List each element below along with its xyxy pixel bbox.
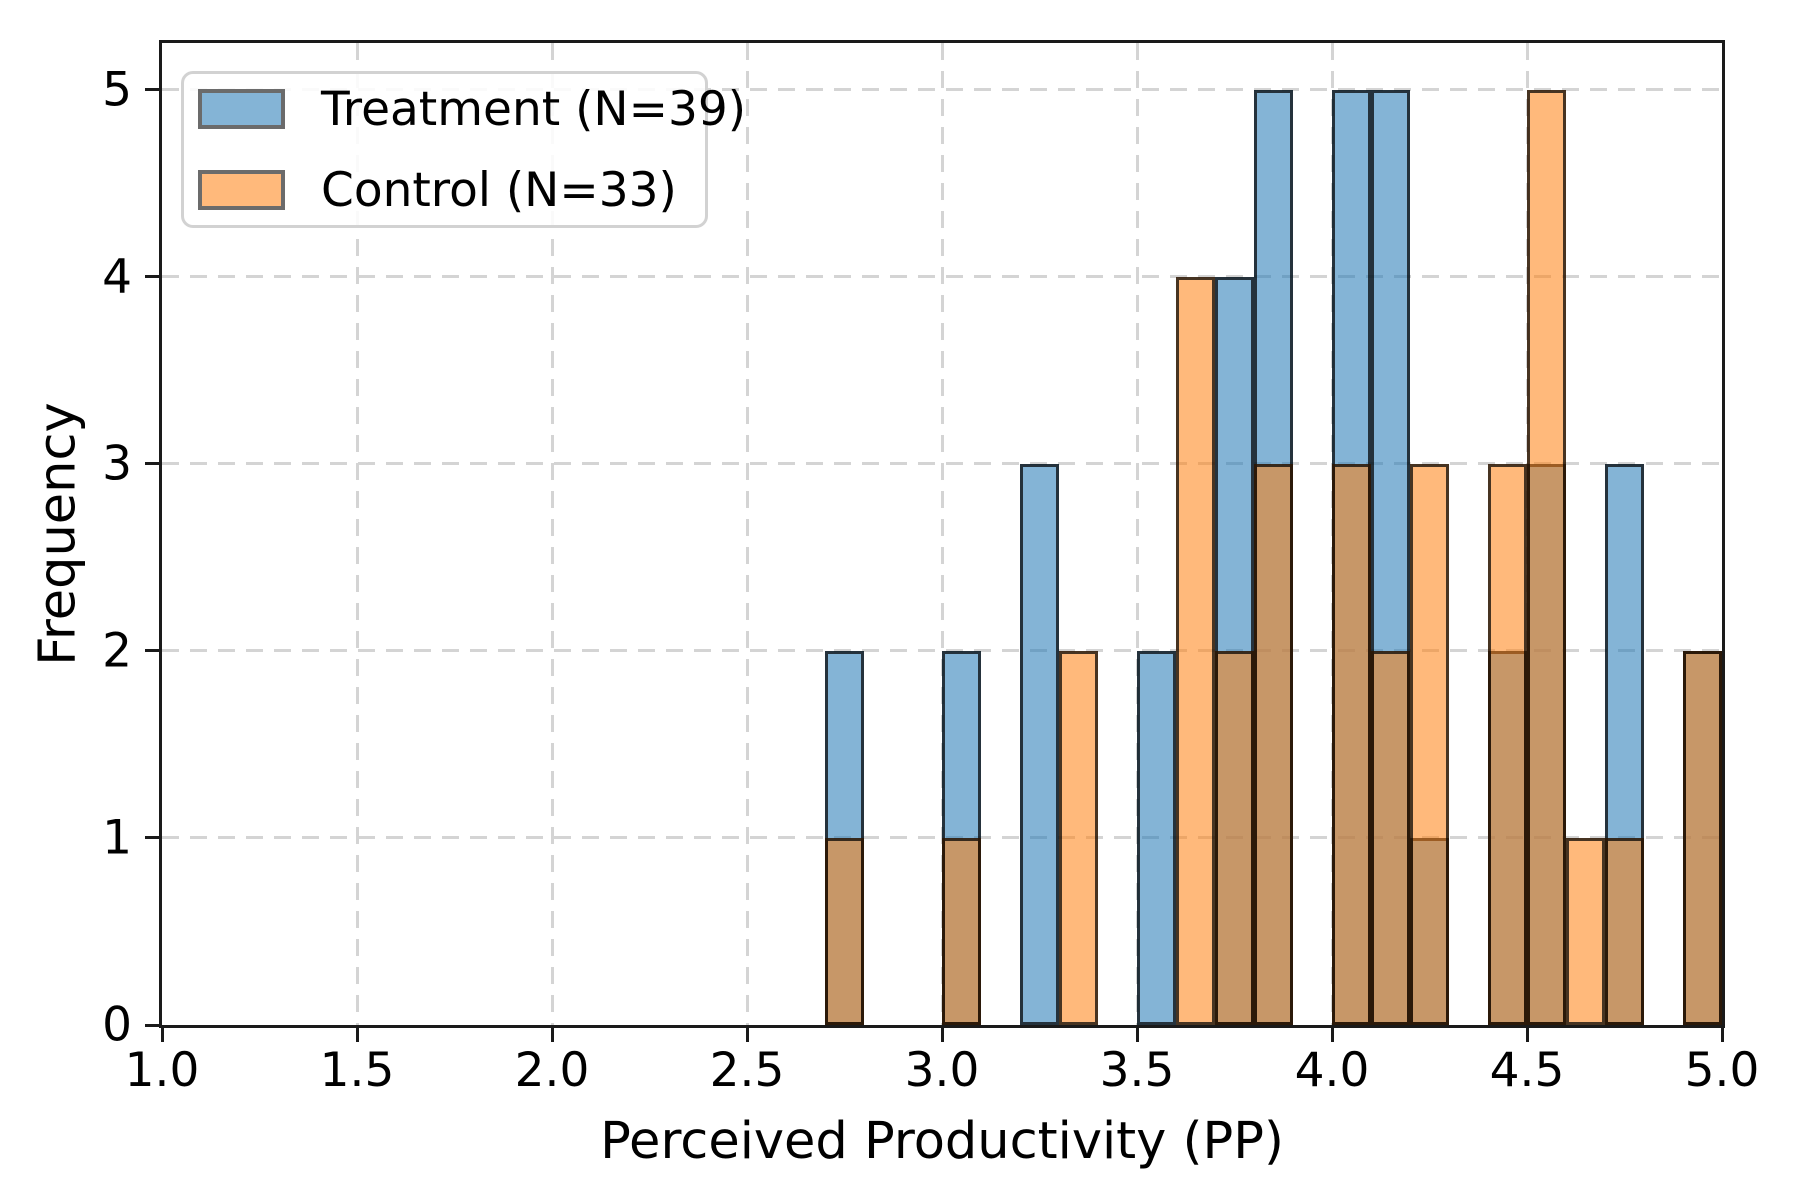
y-tick-label: 3 [102, 436, 132, 492]
x-tick-mark [940, 1028, 944, 1042]
x-tick-label: 2.0 [514, 1043, 590, 1098]
histogram-bar-control [1332, 463, 1371, 1025]
treatment-swatch-icon [198, 89, 285, 129]
legend-entry-treatment: Treatment (N=39) [198, 86, 746, 133]
horizontal-gridline [162, 649, 1722, 653]
histogram-bar-control [1527, 89, 1566, 1025]
histogram-bar-control [1059, 650, 1098, 1025]
x-tick-label: 3.5 [1099, 1043, 1175, 1098]
plot-area [159, 40, 1725, 1028]
x-tick-label: 2.5 [709, 1043, 785, 1098]
histogram-bar-control [1176, 276, 1215, 1025]
y-tick-mark [145, 649, 159, 653]
y-tick-label: 1 [102, 810, 132, 866]
vertical-gridline [550, 43, 554, 1025]
x-tick-mark [550, 1028, 554, 1042]
y-tick-mark [145, 88, 159, 92]
legend-label-treatment: Treatment (N=39) [321, 81, 747, 137]
x-tick-mark [1720, 1028, 1724, 1042]
x-tick-label: 5.0 [1684, 1043, 1760, 1098]
y-tick-mark [145, 1023, 159, 1027]
legend: Treatment (N=39) Control (N=33) [181, 71, 746, 228]
histogram-bar-control [1254, 463, 1293, 1025]
horizontal-gridline [162, 275, 1722, 279]
histogram-bar-control [1371, 650, 1410, 1025]
vertical-gridline [1135, 43, 1139, 1025]
x-axis-label: Perceived Productivity (PP) [600, 1112, 1284, 1171]
y-tick-mark [145, 836, 159, 840]
y-tick-mark [145, 462, 159, 466]
x-tick-mark [745, 1028, 749, 1042]
x-tick-mark [1135, 1028, 1139, 1042]
vertical-gridline [940, 43, 944, 1025]
control-swatch-icon [198, 170, 285, 210]
y-tick-label: 5 [102, 62, 132, 118]
horizontal-gridline [162, 462, 1722, 466]
histogram-bar-control [1566, 837, 1605, 1025]
x-tick-label: 4.0 [1294, 1043, 1370, 1098]
vertical-gridline [355, 43, 359, 1025]
legend-label-control: Control (N=33) [321, 162, 677, 218]
histogram-bar-control [1410, 463, 1449, 1025]
x-tick-mark [355, 1028, 359, 1042]
x-tick-mark [1330, 1028, 1334, 1042]
y-tick-label: 0 [102, 997, 132, 1053]
horizontal-gridline [162, 88, 1722, 92]
histogram-bar-control [1488, 463, 1527, 1025]
y-tick-mark [145, 275, 159, 279]
x-tick-label: 3.0 [904, 1043, 980, 1098]
legend-entry-control: Control (N=33) [198, 167, 705, 214]
vertical-gridline [745, 43, 749, 1025]
x-tick-label: 1.5 [319, 1043, 395, 1098]
x-tick-mark [160, 1028, 164, 1042]
y-tick-label: 4 [102, 249, 132, 305]
x-tick-mark [1525, 1028, 1529, 1042]
x-tick-label: 4.5 [1489, 1043, 1565, 1098]
histogram-bar-control [1683, 650, 1722, 1025]
histogram-bar-control [825, 837, 864, 1025]
histogram-bar-treatment [1020, 463, 1059, 1025]
histogram-bar-control [942, 837, 981, 1025]
histogram-bar-control [1215, 650, 1254, 1025]
x-tick-label: 1.0 [124, 1043, 200, 1098]
histogram-bar-treatment [1137, 650, 1176, 1025]
histogram-bar-control [1605, 837, 1644, 1025]
y-tick-label: 2 [102, 623, 132, 679]
